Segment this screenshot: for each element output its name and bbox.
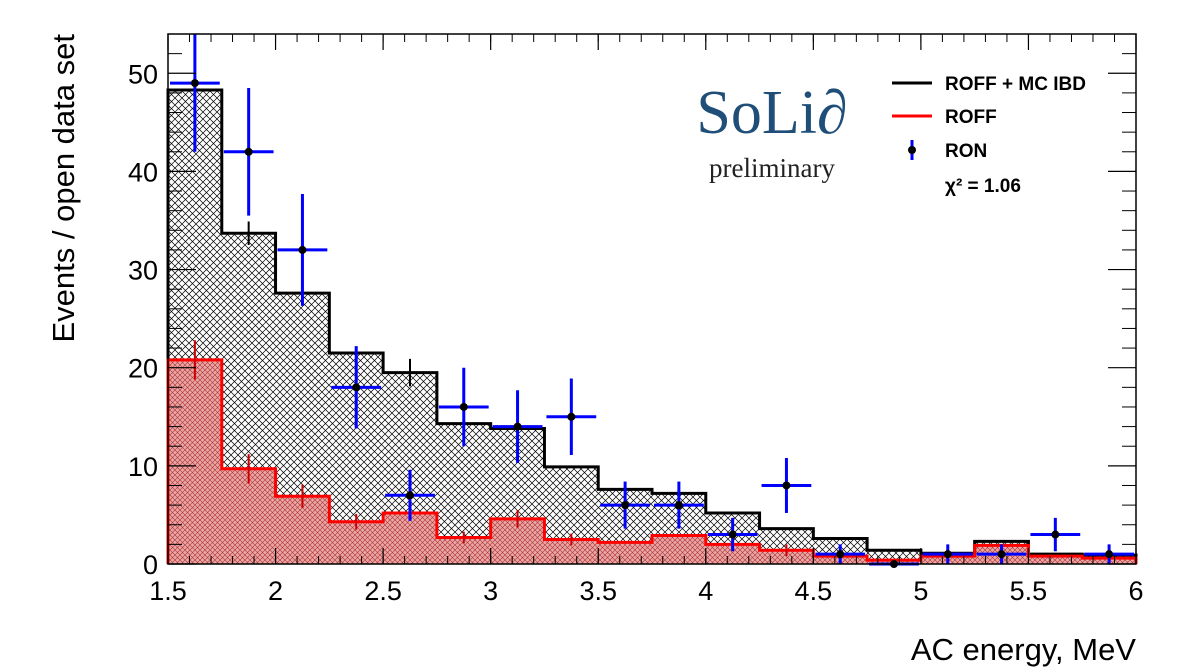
y-axis-label: Events / open data set <box>46 34 81 343</box>
ron-point <box>1051 530 1060 539</box>
y-tick-label: 40 <box>128 157 158 187</box>
total-fill <box>168 89 1136 564</box>
legend-symbol-ron <box>908 140 916 160</box>
legend-label-ron: RON <box>945 141 987 162</box>
ron-point <box>513 422 522 431</box>
legend-label-roff-mc-ibd: ROFF + MC IBD <box>945 74 1086 95</box>
y-tick-label: 50 <box>128 59 158 89</box>
ron-point <box>190 79 199 88</box>
ron-point <box>621 501 630 510</box>
x-tick-label: 1.5 <box>149 576 187 606</box>
x-tick-label: 5.5 <box>1010 576 1048 606</box>
ron-point <box>298 245 307 254</box>
legend: ROFF + MC IBD ROFF RON χ² = 1.06 <box>892 74 1086 197</box>
y-tick-label: 0 <box>143 550 158 580</box>
logo: SoLi∂ preliminary <box>696 79 847 183</box>
x-tick-label: 3.5 <box>579 576 617 606</box>
x-tick-label: 6 <box>1128 576 1143 606</box>
ron-point <box>782 481 791 490</box>
ron-point <box>352 383 361 392</box>
ron-point <box>567 412 576 421</box>
y-tick-label: 20 <box>128 354 158 384</box>
ron-point <box>728 530 737 539</box>
chi2-annotation: χ² = 1.06 <box>945 176 1021 197</box>
ron-point <box>943 550 952 559</box>
ron-point <box>1105 550 1114 559</box>
total-line <box>166 88 1138 564</box>
plot-frame <box>167 33 1137 565</box>
data-points <box>170 34 1134 568</box>
ron-point <box>674 501 683 510</box>
ron-point <box>997 550 1006 559</box>
y-tick-label: 30 <box>128 256 158 286</box>
ron-point <box>836 550 845 559</box>
roff-line <box>166 358 1138 564</box>
ron-point <box>459 402 468 411</box>
logo-text: SoLi∂ <box>696 79 847 147</box>
x-tick-label: 2.5 <box>364 576 402 606</box>
x-tick-label: 4 <box>698 576 713 606</box>
x-tick-label: 4.5 <box>795 576 833 606</box>
histogram-lines <box>166 88 1138 564</box>
x-tick-label: 3 <box>483 576 498 606</box>
axis-ticks: 1.5 2 2.5 3 3.5 4 4.5 5 5.5 6 0 10 20 30 40 50 <box>128 33 1144 606</box>
x-tick-label: 5 <box>913 576 928 606</box>
x-axis-label: AC energy, MeV <box>911 632 1136 667</box>
ron-point <box>406 491 414 500</box>
logo-subtitle: preliminary <box>709 153 835 183</box>
y-tick-label: 10 <box>128 452 158 482</box>
x-tick-label: 2 <box>268 576 283 606</box>
ron-point <box>244 147 253 156</box>
legend-label-roff: ROFF <box>945 107 997 128</box>
